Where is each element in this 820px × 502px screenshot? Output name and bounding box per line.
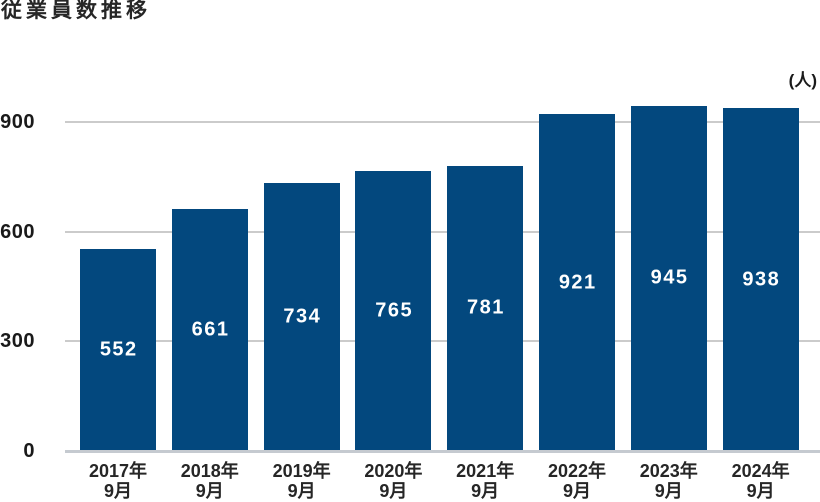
bar-2021: 781 [447,165,524,451]
y-axis-label-600: 600 [0,220,35,243]
bar-2018: 661 [171,209,248,451]
x-axis-label-2022: 2022年 9月 [527,461,627,501]
y-axis-label-0: 0 [23,440,35,462]
x-axis-label-2024: 2024年 9月 [711,461,811,501]
x-axis-label-2019: 2019年 9月 [252,461,352,501]
x-axis-label-year: 2021年 [456,461,515,481]
x-axis-label-month: 9月 [562,481,591,501]
x-axis-label-year: 2017年 [88,461,148,481]
x-axis-label-year: 2022年 [547,461,607,481]
x-axis-label-year: 2024年 [731,461,790,481]
x-axis-label-month: 9月 [379,481,408,501]
x-axis-label-2017: 2017年 9月 [68,461,168,501]
bar-value-label: 734 [283,305,322,328]
x-axis-label-2018: 2018年 9月 [160,461,260,501]
y-axis-label-300: 300 [0,330,35,353]
bar-2019: 734 [263,182,340,451]
bar-2017: 552 [80,249,156,451]
x-axis-label-month: 9月 [287,481,316,501]
x-axis-label-year: 2023年 [639,461,698,481]
x-axis-label-month: 9月 [471,481,500,501]
bar-2022: 921 [539,114,615,451]
x-axis-label-2020: 2020年 9月 [343,461,443,501]
bar-value-label: 765 [375,299,414,322]
x-axis-label-year: 2020年 [364,461,423,481]
x-axis-label-month: 9月 [746,481,775,501]
bar-value-label: 781 [467,296,505,319]
gridline-900 [65,121,820,123]
x-axis-line [65,450,820,453]
gridline-600 [65,230,820,233]
x-axis-label-month: 9月 [195,481,224,501]
bar-2023: 945 [630,105,707,451]
y-axis-unit-label: (人) [788,71,817,90]
bar-value-label: 661 [191,318,230,341]
bar-value-label: 945 [650,266,689,289]
x-axis-label-year: 2018年 [180,461,239,481]
bar-value-label: 552 [99,338,138,361]
gridline-300 [65,340,820,343]
x-axis-label-month: 9月 [654,481,683,501]
bar-2024: 938 [722,108,799,451]
bar-value-label: 921 [558,271,597,294]
bar-value-label: 938 [742,268,781,291]
x-axis-label-year: 2019年 [272,461,331,481]
x-axis-label-2023: 2023年 9月 [619,461,719,501]
bar-2020: 765 [355,171,432,451]
x-axis-label-2021: 2021年 9月 [435,461,535,501]
x-axis-label-month: 9月 [103,481,132,501]
chart-title: 従業員数推移 [1,0,151,22]
y-axis-label-900: 900 [0,111,35,133]
